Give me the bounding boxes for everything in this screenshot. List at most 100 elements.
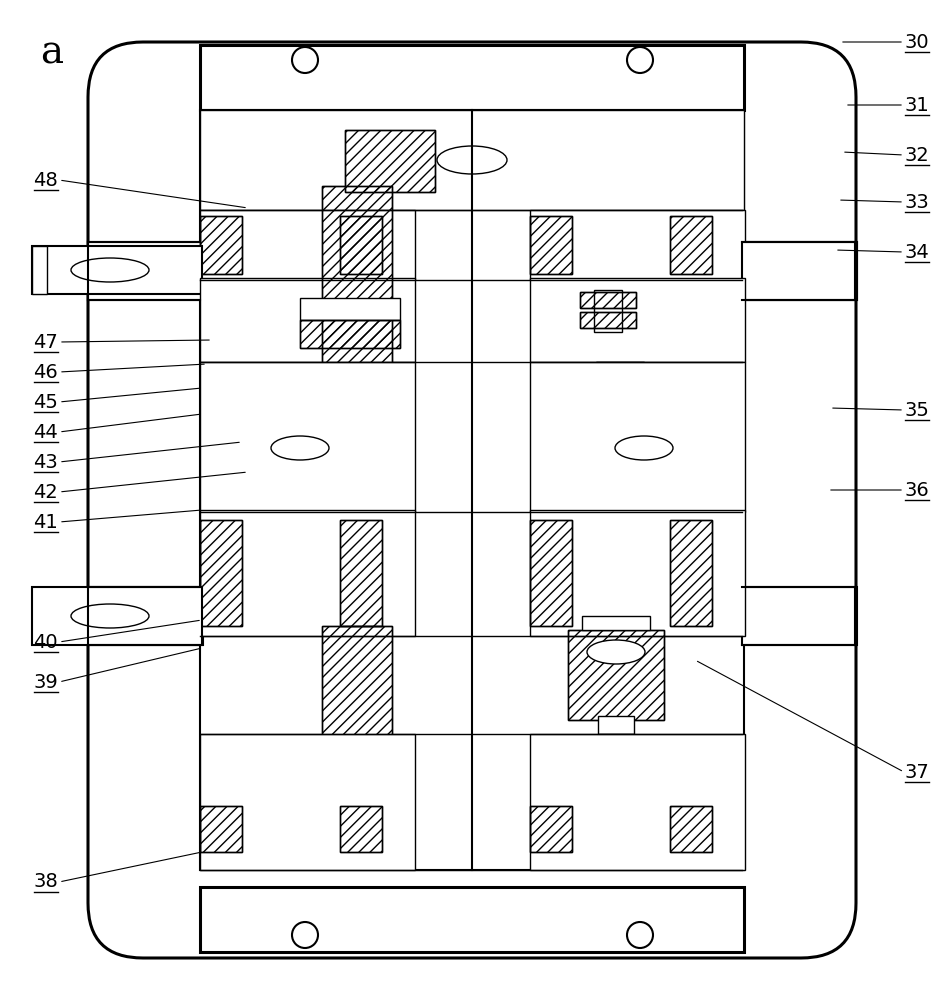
Bar: [322, 626, 392, 736]
Ellipse shape: [586, 640, 645, 664]
Bar: [596, 362, 643, 408]
Text: 31: 31: [904, 96, 929, 115]
Bar: [567, 630, 664, 720]
Bar: [596, 362, 643, 408]
Bar: [567, 630, 664, 720]
Bar: [322, 626, 392, 736]
Bar: [598, 716, 633, 736]
Text: 44: 44: [33, 422, 58, 442]
Bar: [530, 216, 571, 274]
Bar: [741, 242, 856, 300]
Ellipse shape: [436, 146, 507, 174]
Bar: [669, 216, 711, 274]
Bar: [200, 110, 743, 870]
Bar: [200, 210, 414, 280]
Bar: [741, 242, 856, 300]
Bar: [200, 216, 242, 274]
Bar: [32, 246, 202, 294]
Bar: [200, 887, 743, 952]
Bar: [299, 320, 399, 348]
Bar: [571, 408, 667, 446]
Ellipse shape: [615, 436, 672, 460]
Text: 42: 42: [33, 483, 58, 502]
Bar: [340, 806, 381, 852]
Bar: [200, 216, 242, 274]
Text: 35: 35: [904, 400, 929, 420]
Bar: [669, 216, 711, 274]
Bar: [741, 587, 856, 645]
Text: 37: 37: [904, 762, 929, 782]
Ellipse shape: [71, 258, 149, 282]
Bar: [669, 520, 711, 626]
Bar: [598, 734, 633, 756]
Bar: [88, 242, 203, 300]
Bar: [530, 734, 744, 870]
Bar: [200, 806, 242, 852]
Bar: [530, 278, 744, 362]
Text: 38: 38: [33, 872, 58, 892]
Text: 34: 34: [904, 242, 929, 261]
Bar: [200, 520, 242, 626]
Bar: [322, 186, 392, 426]
Bar: [200, 734, 414, 870]
Bar: [605, 446, 633, 476]
Bar: [200, 278, 414, 362]
Bar: [200, 520, 242, 626]
Bar: [200, 45, 743, 110]
Bar: [32, 246, 47, 294]
Bar: [530, 510, 744, 636]
Bar: [299, 298, 399, 320]
Bar: [582, 616, 649, 630]
Bar: [200, 110, 743, 210]
Text: 48: 48: [33, 171, 58, 190]
Bar: [530, 806, 571, 852]
Bar: [571, 472, 667, 506]
Text: 47: 47: [33, 332, 58, 352]
Bar: [669, 806, 711, 852]
Circle shape: [626, 922, 652, 948]
Bar: [571, 472, 667, 506]
Text: 45: 45: [33, 392, 58, 412]
Bar: [530, 806, 571, 852]
Bar: [605, 406, 633, 426]
Text: 39: 39: [33, 672, 58, 692]
Bar: [200, 362, 414, 512]
Bar: [580, 312, 635, 328]
Text: 33: 33: [904, 193, 929, 212]
Circle shape: [292, 47, 318, 73]
Text: 41: 41: [33, 512, 58, 532]
Bar: [594, 290, 621, 332]
Text: 36: 36: [904, 481, 929, 499]
Text: 40: 40: [33, 632, 58, 652]
Bar: [32, 587, 202, 645]
Bar: [340, 806, 381, 852]
Bar: [340, 216, 381, 274]
Bar: [571, 408, 667, 446]
Bar: [299, 320, 399, 348]
Bar: [580, 312, 635, 328]
Bar: [530, 210, 744, 280]
Circle shape: [292, 922, 318, 948]
Text: 46: 46: [33, 362, 58, 381]
Bar: [669, 806, 711, 852]
Bar: [530, 520, 571, 626]
Bar: [530, 362, 744, 512]
Ellipse shape: [271, 436, 329, 460]
Bar: [88, 587, 203, 645]
Bar: [530, 520, 571, 626]
Bar: [598, 734, 633, 756]
Text: 43: 43: [33, 452, 58, 472]
Bar: [200, 806, 242, 852]
Text: a: a: [40, 34, 63, 71]
Bar: [580, 292, 635, 308]
Bar: [340, 520, 381, 626]
FancyBboxPatch shape: [88, 42, 855, 958]
Circle shape: [626, 47, 652, 73]
Text: 30: 30: [904, 33, 929, 52]
Bar: [530, 216, 571, 274]
Ellipse shape: [71, 604, 149, 628]
Bar: [322, 186, 392, 426]
Bar: [345, 130, 434, 192]
Bar: [345, 130, 434, 192]
Bar: [200, 510, 414, 636]
